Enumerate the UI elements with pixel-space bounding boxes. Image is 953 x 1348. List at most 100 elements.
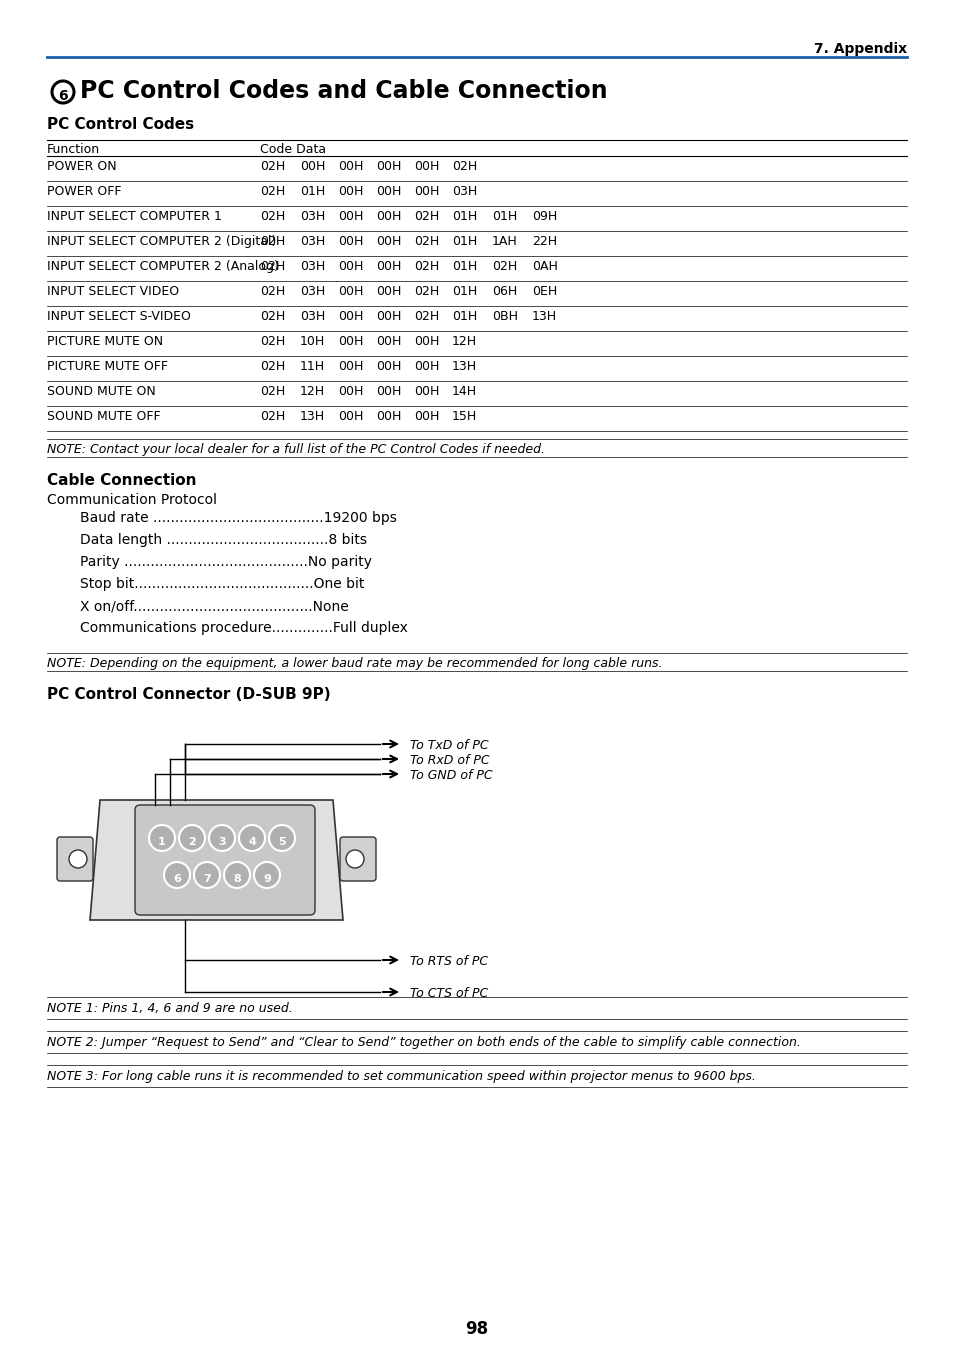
Text: 00H: 00H bbox=[337, 336, 363, 348]
Text: PC Control Codes: PC Control Codes bbox=[47, 117, 193, 132]
Circle shape bbox=[253, 861, 280, 888]
Text: 00H: 00H bbox=[375, 210, 401, 222]
Text: SOUND MUTE OFF: SOUND MUTE OFF bbox=[47, 410, 160, 423]
Text: 0EH: 0EH bbox=[532, 284, 557, 298]
Text: 00H: 00H bbox=[375, 160, 401, 173]
Text: 1AH: 1AH bbox=[492, 235, 517, 248]
Text: Code Data: Code Data bbox=[260, 143, 326, 156]
Text: To RxD of PC: To RxD of PC bbox=[410, 754, 489, 767]
Text: 12H: 12H bbox=[452, 336, 476, 348]
Text: 01H: 01H bbox=[452, 235, 476, 248]
Text: 1: 1 bbox=[158, 837, 166, 847]
Text: 02H: 02H bbox=[492, 260, 517, 274]
Text: POWER ON: POWER ON bbox=[47, 160, 116, 173]
Text: Parity ..........................................No parity: Parity .................................… bbox=[80, 555, 372, 569]
Text: 98: 98 bbox=[465, 1320, 488, 1339]
Text: 01H: 01H bbox=[452, 260, 476, 274]
Text: INPUT SELECT COMPUTER 2 (Analog): INPUT SELECT COMPUTER 2 (Analog) bbox=[47, 260, 278, 274]
Text: 02H: 02H bbox=[414, 260, 438, 274]
Text: 13H: 13H bbox=[452, 360, 476, 373]
Circle shape bbox=[346, 851, 364, 868]
Text: 00H: 00H bbox=[375, 410, 401, 423]
Text: 09H: 09H bbox=[532, 210, 557, 222]
Text: 00H: 00H bbox=[414, 386, 439, 398]
Text: 00H: 00H bbox=[375, 235, 401, 248]
Text: Data length .....................................8 bits: Data length ............................… bbox=[80, 532, 367, 547]
Text: 02H: 02H bbox=[452, 160, 476, 173]
Text: 01H: 01H bbox=[299, 185, 325, 198]
Circle shape bbox=[179, 825, 205, 851]
Text: 00H: 00H bbox=[375, 260, 401, 274]
Circle shape bbox=[193, 861, 220, 888]
Text: 00H: 00H bbox=[414, 410, 439, 423]
Text: INPUT SELECT S-VIDEO: INPUT SELECT S-VIDEO bbox=[47, 310, 191, 324]
Text: 00H: 00H bbox=[414, 160, 439, 173]
Text: 00H: 00H bbox=[337, 160, 363, 173]
Text: 10H: 10H bbox=[299, 336, 325, 348]
Text: 12H: 12H bbox=[299, 386, 325, 398]
Text: 11H: 11H bbox=[299, 360, 325, 373]
Circle shape bbox=[164, 861, 190, 888]
Text: 02H: 02H bbox=[260, 310, 285, 324]
Text: 02H: 02H bbox=[414, 235, 438, 248]
Text: 9: 9 bbox=[263, 874, 271, 884]
Text: 4: 4 bbox=[248, 837, 255, 847]
Text: 01H: 01H bbox=[452, 210, 476, 222]
Text: To RTS of PC: To RTS of PC bbox=[410, 954, 488, 968]
Text: 7: 7 bbox=[203, 874, 211, 884]
Text: 13H: 13H bbox=[532, 310, 557, 324]
Text: 00H: 00H bbox=[414, 360, 439, 373]
Circle shape bbox=[209, 825, 234, 851]
Text: 00H: 00H bbox=[375, 360, 401, 373]
Text: PC Control Codes and Cable Connection: PC Control Codes and Cable Connection bbox=[80, 80, 607, 102]
Text: Cable Connection: Cable Connection bbox=[47, 473, 196, 488]
FancyBboxPatch shape bbox=[57, 837, 92, 882]
Text: PICTURE MUTE OFF: PICTURE MUTE OFF bbox=[47, 360, 168, 373]
Text: 00H: 00H bbox=[337, 386, 363, 398]
Text: 7. Appendix: 7. Appendix bbox=[813, 42, 906, 57]
Text: 02H: 02H bbox=[260, 210, 285, 222]
Text: 02H: 02H bbox=[260, 386, 285, 398]
Text: 02H: 02H bbox=[414, 210, 438, 222]
Text: 14H: 14H bbox=[452, 386, 476, 398]
Text: 00H: 00H bbox=[414, 185, 439, 198]
Circle shape bbox=[224, 861, 250, 888]
Text: Communications procedure..............Full duplex: Communications procedure..............Fu… bbox=[80, 621, 408, 635]
Text: 00H: 00H bbox=[337, 360, 363, 373]
Text: 03H: 03H bbox=[452, 185, 476, 198]
Text: PC Control Connector (D-SUB 9P): PC Control Connector (D-SUB 9P) bbox=[47, 687, 331, 702]
Text: SOUND MUTE ON: SOUND MUTE ON bbox=[47, 386, 155, 398]
Text: 0BH: 0BH bbox=[492, 310, 517, 324]
Text: NOTE 3: For long cable runs it is recommended to set communication speed within : NOTE 3: For long cable runs it is recomm… bbox=[47, 1070, 755, 1082]
Text: 00H: 00H bbox=[375, 386, 401, 398]
Text: 6: 6 bbox=[172, 874, 181, 884]
Text: 22H: 22H bbox=[532, 235, 557, 248]
Text: PICTURE MUTE ON: PICTURE MUTE ON bbox=[47, 336, 163, 348]
Text: INPUT SELECT COMPUTER 2 (Digital): INPUT SELECT COMPUTER 2 (Digital) bbox=[47, 235, 276, 248]
Text: 01H: 01H bbox=[492, 210, 517, 222]
Text: 6: 6 bbox=[58, 89, 68, 102]
Text: 00H: 00H bbox=[337, 410, 363, 423]
Text: 03H: 03H bbox=[299, 260, 325, 274]
Text: 13H: 13H bbox=[299, 410, 325, 423]
Text: 02H: 02H bbox=[260, 235, 285, 248]
Text: 00H: 00H bbox=[337, 260, 363, 274]
Text: 03H: 03H bbox=[299, 210, 325, 222]
Text: INPUT SELECT COMPUTER 1: INPUT SELECT COMPUTER 1 bbox=[47, 210, 222, 222]
Text: 00H: 00H bbox=[414, 336, 439, 348]
Circle shape bbox=[269, 825, 294, 851]
Text: 15H: 15H bbox=[452, 410, 476, 423]
Text: 0AH: 0AH bbox=[532, 260, 558, 274]
Text: 3: 3 bbox=[218, 837, 226, 847]
Text: 06H: 06H bbox=[492, 284, 517, 298]
Text: 2: 2 bbox=[188, 837, 195, 847]
FancyBboxPatch shape bbox=[135, 805, 314, 915]
Text: 00H: 00H bbox=[337, 185, 363, 198]
Text: To CTS of PC: To CTS of PC bbox=[410, 987, 488, 1000]
Text: Stop bit.........................................One bit: Stop bit................................… bbox=[80, 577, 364, 590]
Text: 02H: 02H bbox=[260, 185, 285, 198]
Circle shape bbox=[149, 825, 174, 851]
Text: 02H: 02H bbox=[260, 336, 285, 348]
Text: Communication Protocol: Communication Protocol bbox=[47, 493, 216, 507]
Text: 00H: 00H bbox=[375, 185, 401, 198]
